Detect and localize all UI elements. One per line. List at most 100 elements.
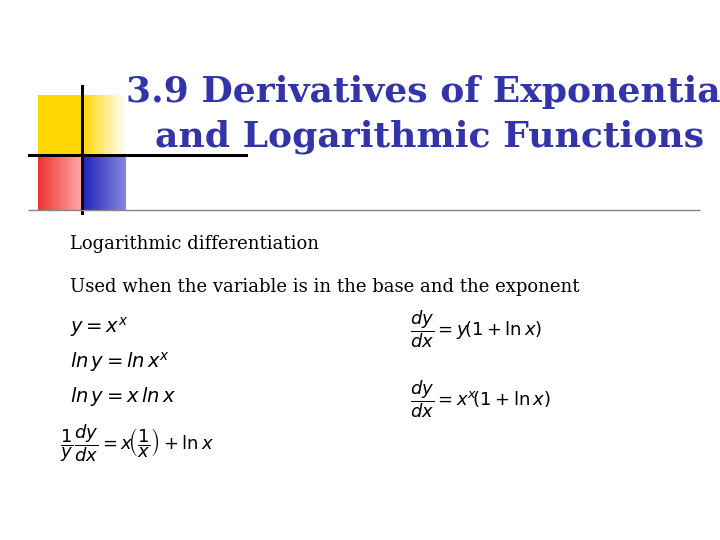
Bar bbox=[71, 155, 72, 210]
Bar bbox=[41, 155, 42, 210]
Bar bbox=[105, 95, 107, 155]
Bar bbox=[97, 155, 99, 210]
Bar bbox=[41, 95, 42, 155]
Bar bbox=[99, 95, 101, 155]
Bar bbox=[80, 95, 81, 155]
Bar bbox=[115, 155, 116, 210]
Bar bbox=[96, 95, 97, 155]
Bar bbox=[83, 155, 84, 210]
Bar bbox=[112, 155, 113, 210]
Bar bbox=[90, 155, 91, 210]
Bar bbox=[89, 155, 90, 210]
Bar bbox=[58, 155, 59, 210]
Bar bbox=[61, 155, 62, 210]
Bar bbox=[69, 95, 70, 155]
Bar bbox=[66, 155, 68, 210]
Bar bbox=[73, 95, 74, 155]
Text: $\mathit{ln\,y = ln\,x^x}$: $\mathit{ln\,y = ln\,x^x}$ bbox=[70, 350, 170, 374]
Bar bbox=[82, 155, 83, 210]
Bar bbox=[95, 95, 96, 155]
Bar bbox=[103, 95, 104, 155]
Bar bbox=[118, 155, 120, 210]
Bar bbox=[78, 95, 80, 155]
Bar bbox=[91, 155, 92, 210]
Bar bbox=[45, 155, 47, 210]
Bar bbox=[68, 155, 69, 210]
Bar bbox=[55, 95, 57, 155]
Bar bbox=[88, 155, 89, 210]
Bar bbox=[39, 95, 40, 155]
Bar bbox=[74, 155, 76, 210]
Bar bbox=[62, 95, 63, 155]
Bar bbox=[48, 155, 49, 210]
Bar bbox=[113, 155, 114, 210]
Bar bbox=[61, 95, 62, 155]
Bar bbox=[107, 95, 109, 155]
Bar bbox=[72, 95, 73, 155]
Text: $\mathit{y = x^x}$: $\mathit{y = x^x}$ bbox=[70, 315, 129, 339]
Bar bbox=[66, 95, 68, 155]
Bar bbox=[38, 155, 39, 210]
Bar bbox=[122, 155, 124, 210]
Bar bbox=[92, 95, 93, 155]
Bar bbox=[71, 95, 72, 155]
Bar bbox=[78, 155, 80, 210]
Bar bbox=[103, 155, 104, 210]
Bar bbox=[81, 155, 82, 210]
Text: 3.9 Derivatives of Exponential: 3.9 Derivatives of Exponential bbox=[126, 75, 720, 109]
Bar bbox=[111, 95, 112, 155]
Bar bbox=[90, 95, 91, 155]
Bar bbox=[74, 95, 76, 155]
Bar bbox=[124, 155, 125, 210]
Bar bbox=[120, 95, 122, 155]
Bar bbox=[60, 155, 61, 210]
Text: $\dfrac{1}{y}\dfrac{dy}{dx} = x\!\left(\dfrac{1}{x}\right) + \ln x$: $\dfrac{1}{y}\dfrac{dy}{dx} = x\!\left(\… bbox=[60, 422, 214, 464]
Bar bbox=[72, 155, 73, 210]
Bar bbox=[111, 155, 112, 210]
Bar bbox=[39, 155, 40, 210]
Bar bbox=[47, 155, 48, 210]
Bar bbox=[114, 95, 115, 155]
Bar bbox=[57, 155, 58, 210]
Bar bbox=[40, 155, 41, 210]
Bar bbox=[101, 155, 102, 210]
Bar bbox=[68, 95, 69, 155]
Bar bbox=[60, 95, 61, 155]
Bar bbox=[109, 95, 111, 155]
Bar bbox=[104, 155, 105, 210]
Bar bbox=[73, 155, 74, 210]
Bar bbox=[115, 95, 116, 155]
Bar bbox=[58, 95, 59, 155]
Bar bbox=[118, 95, 120, 155]
Bar bbox=[59, 95, 60, 155]
Bar bbox=[48, 95, 49, 155]
Bar bbox=[43, 95, 45, 155]
Bar bbox=[99, 155, 101, 210]
Bar bbox=[83, 95, 84, 155]
Bar bbox=[113, 95, 114, 155]
Text: and Logarithmic Functions: and Logarithmic Functions bbox=[156, 120, 705, 154]
Bar bbox=[93, 95, 94, 155]
Bar bbox=[94, 155, 95, 210]
Bar bbox=[63, 155, 64, 210]
Bar bbox=[91, 95, 92, 155]
Bar bbox=[81, 85, 84, 215]
Bar bbox=[116, 95, 117, 155]
Text: Logarithmic differentiation: Logarithmic differentiation bbox=[70, 235, 319, 253]
Bar bbox=[45, 95, 47, 155]
Bar bbox=[82, 95, 83, 155]
Bar bbox=[86, 155, 88, 210]
Bar bbox=[97, 95, 99, 155]
Bar bbox=[49, 155, 50, 210]
Bar bbox=[50, 155, 51, 210]
Bar bbox=[76, 95, 78, 155]
Bar bbox=[57, 95, 58, 155]
Bar bbox=[84, 155, 85, 210]
Bar bbox=[51, 155, 53, 210]
Bar bbox=[93, 155, 94, 210]
Bar bbox=[112, 95, 113, 155]
Bar bbox=[47, 95, 48, 155]
Bar bbox=[40, 95, 41, 155]
Bar bbox=[70, 155, 71, 210]
Bar bbox=[114, 155, 115, 210]
